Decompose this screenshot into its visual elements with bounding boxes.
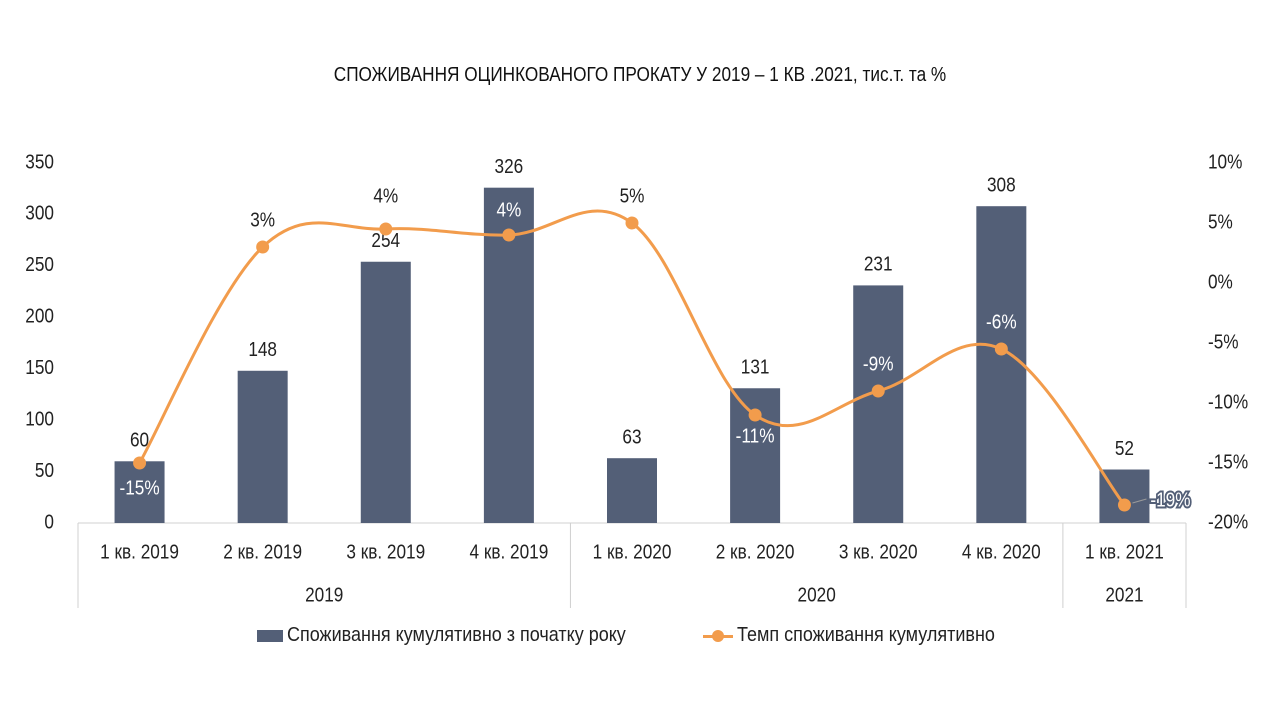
- x-tick-label: 1 кв. 2020: [593, 540, 672, 563]
- y-left-tick-label: 0: [44, 510, 54, 533]
- x-tick-label: 3 кв. 2020: [839, 540, 918, 563]
- bar: [114, 461, 165, 523]
- bar: [730, 388, 781, 523]
- line-value-label: -19%: [1150, 488, 1190, 511]
- line-value-label: -9%: [863, 352, 894, 375]
- bar: [360, 261, 411, 523]
- x-tick-label: 4 кв. 2019: [469, 540, 548, 563]
- bar-value-label: 148: [248, 338, 277, 361]
- line-point: [625, 216, 639, 230]
- x-group-label: 2021: [1105, 583, 1143, 606]
- line-point: [871, 384, 885, 398]
- x-tick-label: 2 кв. 2020: [716, 540, 795, 563]
- x-tick-label: 1 кв. 2019: [100, 540, 179, 563]
- x-tick-label: 2 кв. 2019: [223, 540, 302, 563]
- line-value-label: -6%: [986, 310, 1017, 333]
- line-value-label: -15%: [119, 476, 159, 499]
- bar-value-label: 231: [864, 252, 893, 275]
- bar: [483, 187, 534, 523]
- bar-value-label: 254: [371, 229, 400, 252]
- label-leader-line: [1132, 498, 1147, 504]
- y-right-tick-label: -20%: [1208, 510, 1248, 533]
- line-point: [256, 240, 270, 254]
- x-tick-label: 4 кв. 2020: [962, 540, 1041, 563]
- y-left-tick-label: 150: [25, 356, 54, 379]
- legend-item-line: Темп споживання кумулятивно: [702, 624, 1024, 647]
- y-left-tick-label: 250: [25, 253, 54, 276]
- line-point: [379, 222, 393, 236]
- legend-bar-swatch: [256, 629, 283, 642]
- bar-value-label: 308: [987, 173, 1016, 196]
- line-value-label: 4%: [496, 198, 521, 221]
- chart-legend: Споживання кумулятивно з початку року Те…: [0, 624, 1280, 647]
- bar: [237, 370, 288, 523]
- y-left-tick-label: 350: [25, 150, 54, 173]
- line-point: [1117, 498, 1131, 512]
- chart-title: СПОЖИВАННЯ ОЦИНКОВАНОГО ПРОКАТУ У 2019 –…: [333, 64, 947, 86]
- x-group-label: 2020: [798, 583, 836, 606]
- legend-line-swatch: [702, 629, 733, 643]
- bar-value-label: 52: [1115, 437, 1134, 460]
- line-point: [133, 456, 147, 470]
- bar-value-label: 60: [130, 428, 149, 451]
- line-value-label: 4%: [373, 184, 398, 207]
- y-right-tick-label: -15%: [1208, 450, 1248, 473]
- y-right-tick-label: -10%: [1208, 390, 1248, 413]
- y-right-tick-label: -5%: [1208, 330, 1239, 353]
- line-point: [994, 342, 1008, 356]
- y-left-tick-label: 300: [25, 201, 54, 224]
- legend-line-label: Темп споживання кумулятивно: [736, 624, 995, 646]
- bar-value-label: 131: [741, 355, 770, 378]
- line-value-label: -11%: [736, 424, 775, 447]
- y-left-tick-label: 200: [25, 304, 54, 327]
- bar-value-label: 63: [622, 425, 641, 448]
- x-tick-label: 1 кв. 2021: [1085, 540, 1164, 563]
- bar: [976, 206, 1027, 523]
- y-right-tick-label: 5%: [1208, 210, 1233, 233]
- bar: [853, 285, 904, 523]
- legend-bar-label: Споживання кумулятивно з початку року: [286, 624, 626, 646]
- x-group-label: 2019: [305, 583, 343, 606]
- line-value-label: 3%: [250, 208, 275, 231]
- line-point: [502, 228, 516, 242]
- y-left-tick-label: 100: [25, 407, 54, 430]
- bar-value-label: 326: [495, 155, 524, 178]
- legend-item-bars: Споживання кумулятивно з початку року: [256, 624, 663, 647]
- bar: [607, 458, 657, 523]
- x-tick-label: 3 кв. 2019: [346, 540, 425, 563]
- line-point: [748, 408, 762, 422]
- y-right-tick-label: 0%: [1208, 270, 1233, 293]
- y-left-tick-label: 50: [35, 459, 54, 482]
- line-value-label: 5%: [620, 184, 645, 207]
- y-right-tick-label: 10%: [1208, 150, 1242, 173]
